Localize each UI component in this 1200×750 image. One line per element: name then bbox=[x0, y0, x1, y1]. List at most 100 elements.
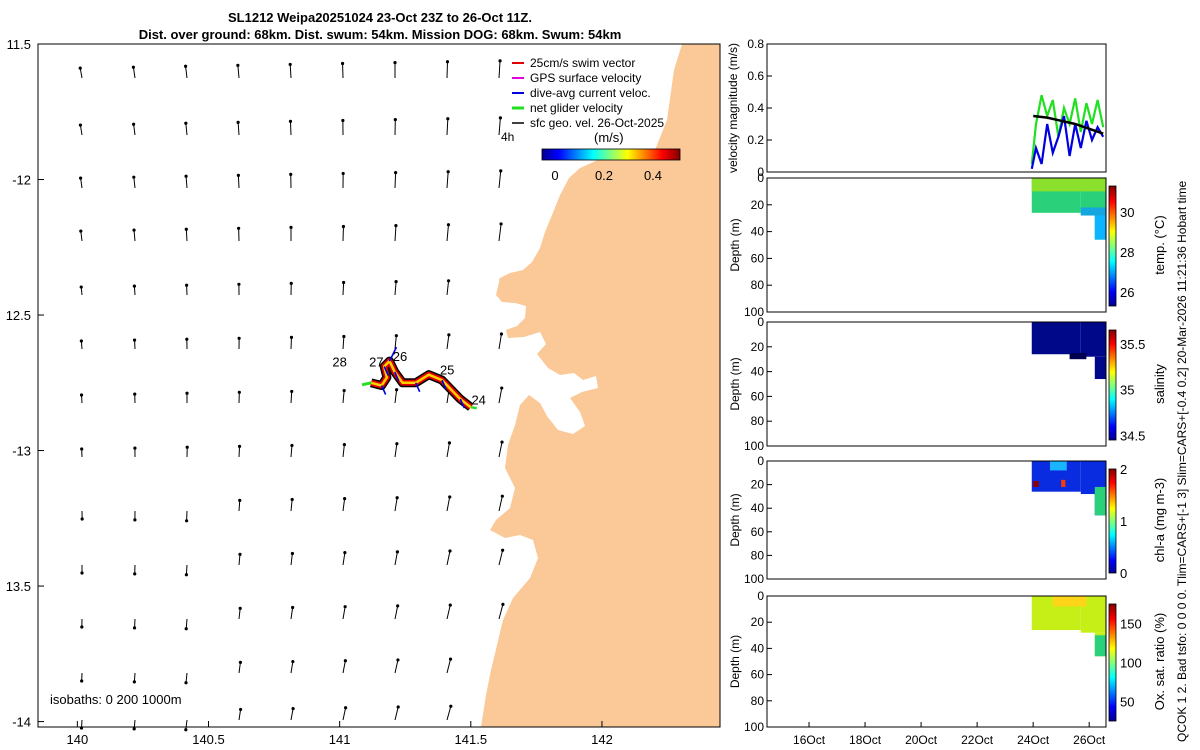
isobaths-label: isobaths: 0 200 1000m bbox=[50, 692, 182, 707]
current-arrow bbox=[237, 390, 241, 404]
dive-avg-vector bbox=[383, 366, 389, 376]
colorbar-1 bbox=[1108, 185, 1117, 307]
depth-tick: 100 bbox=[744, 720, 764, 734]
current-arrow bbox=[184, 719, 188, 732]
current-arrow bbox=[80, 564, 84, 575]
depth-tick: 100 bbox=[744, 572, 764, 586]
current-arrow bbox=[446, 657, 453, 674]
current-arrow bbox=[498, 222, 503, 242]
current-arrow bbox=[446, 495, 452, 512]
current-arrow bbox=[446, 441, 452, 458]
profile-data-patch bbox=[1080, 207, 1106, 216]
current-arrow bbox=[446, 117, 450, 136]
depth-ylabel: Depth (m) bbox=[728, 218, 742, 271]
colorbar-tick: 35.5 bbox=[1120, 337, 1145, 352]
current-arrow bbox=[341, 171, 345, 189]
current-arrow bbox=[290, 389, 294, 404]
time-tick-label: 18Oct bbox=[849, 733, 882, 747]
current-arrow bbox=[132, 284, 136, 296]
day-label: 28 bbox=[332, 355, 346, 370]
day-label: 26 bbox=[393, 349, 407, 364]
current-arrow bbox=[290, 551, 294, 566]
map-legend: 25cm/s swim vector GPS surface velocity … bbox=[501, 56, 681, 183]
day-label: 25 bbox=[440, 363, 454, 378]
colorbar-label: (m/s) bbox=[594, 130, 624, 145]
current-arrow bbox=[289, 225, 293, 242]
current-arrow bbox=[79, 339, 83, 350]
current-arrow bbox=[132, 228, 136, 242]
time-tick-label: 26Oct bbox=[1073, 733, 1106, 747]
current-arrow bbox=[289, 335, 294, 350]
glider-track bbox=[361, 346, 478, 411]
colorbar-tick: 26 bbox=[1120, 285, 1134, 300]
current-arrow bbox=[131, 65, 136, 79]
colorbar-tick: 100 bbox=[1120, 656, 1142, 671]
current-arrow bbox=[131, 122, 136, 136]
current-arrow bbox=[238, 552, 242, 566]
current-arrow bbox=[498, 440, 504, 458]
current-arrow bbox=[342, 706, 348, 721]
depth-tick: 80 bbox=[751, 278, 765, 292]
colorbar-tick: 50 bbox=[1120, 695, 1134, 710]
legend-entry-diveavg: dive-avg current veloc. bbox=[530, 86, 651, 100]
current-arrow bbox=[446, 170, 450, 189]
time-tick-label: 22Oct bbox=[961, 733, 994, 747]
day-labels: 28 27 26 25 24 bbox=[332, 349, 485, 407]
current-arrow bbox=[342, 280, 346, 296]
current-arrow bbox=[79, 393, 84, 404]
current-arrow bbox=[185, 510, 189, 523]
current-arrow bbox=[394, 224, 398, 242]
profile-data-patch bbox=[1069, 353, 1087, 360]
profile-data-patch bbox=[1049, 461, 1067, 471]
velocity-ylabel: velocity magnitude (m/s) bbox=[726, 43, 740, 173]
current-arrow bbox=[342, 334, 346, 350]
current-arrow bbox=[238, 498, 242, 512]
map-panel: 140 140.5 141 141.5 142 11.5 -12 12.5 -13 13.5 -14… bbox=[6, 37, 721, 747]
map-x-tick-label: 141.5 bbox=[455, 732, 488, 747]
colorbar-label-1: temp. (°C) bbox=[1152, 215, 1167, 274]
map-x-tick-label: 140.5 bbox=[192, 732, 225, 747]
current-arrow bbox=[394, 550, 400, 566]
current-arrow bbox=[237, 226, 241, 242]
current-arrow bbox=[185, 283, 189, 296]
current-arrow bbox=[394, 334, 398, 350]
velocity-series-1 bbox=[1030, 115, 1105, 170]
current-arrow bbox=[290, 605, 295, 620]
profile-data-patch bbox=[1094, 215, 1106, 240]
current-arrow bbox=[446, 704, 453, 721]
current-arrow bbox=[288, 62, 292, 79]
colorbar-tick: 34.5 bbox=[1120, 428, 1145, 443]
dive-avg-vector bbox=[459, 398, 466, 409]
profile-data-patch bbox=[1031, 178, 1106, 192]
colorbar-tick: 150 bbox=[1120, 617, 1142, 632]
current-arrow bbox=[289, 281, 293, 296]
current-arrow bbox=[288, 119, 293, 136]
depth-tick: 60 bbox=[751, 525, 765, 539]
map-x-tick-label: 142 bbox=[591, 732, 613, 747]
current-arrow bbox=[184, 672, 188, 685]
current-arrow bbox=[236, 63, 240, 79]
current-arrow bbox=[498, 386, 504, 404]
colorbar-4 bbox=[1108, 603, 1117, 722]
legend-entry-net: net glider velocity bbox=[530, 101, 623, 115]
time-tick-label: 20Oct bbox=[905, 733, 938, 747]
velocity-series-2 bbox=[1033, 114, 1104, 135]
dive-avg-vector bbox=[394, 371, 400, 382]
current-arrow bbox=[342, 551, 347, 566]
current-arrow bbox=[184, 227, 188, 242]
current-arrow bbox=[132, 672, 136, 684]
map-y-tick-label: -14 bbox=[12, 715, 31, 730]
current-arrow bbox=[184, 618, 188, 631]
depth-tick: 40 bbox=[751, 641, 765, 655]
colorbar-tick-1: 0.2 bbox=[595, 168, 613, 183]
current-arrow bbox=[133, 510, 137, 522]
profile-data-patch bbox=[1094, 486, 1106, 516]
velocity-y-tick: 0 bbox=[757, 165, 764, 179]
current-arrow bbox=[80, 510, 84, 521]
current-arrow bbox=[185, 391, 189, 404]
colorbar-tick-0: 0 bbox=[551, 168, 558, 183]
profile-data-patch bbox=[1033, 481, 1039, 487]
speed-colorbar bbox=[541, 148, 681, 161]
current-arrow bbox=[184, 121, 188, 136]
